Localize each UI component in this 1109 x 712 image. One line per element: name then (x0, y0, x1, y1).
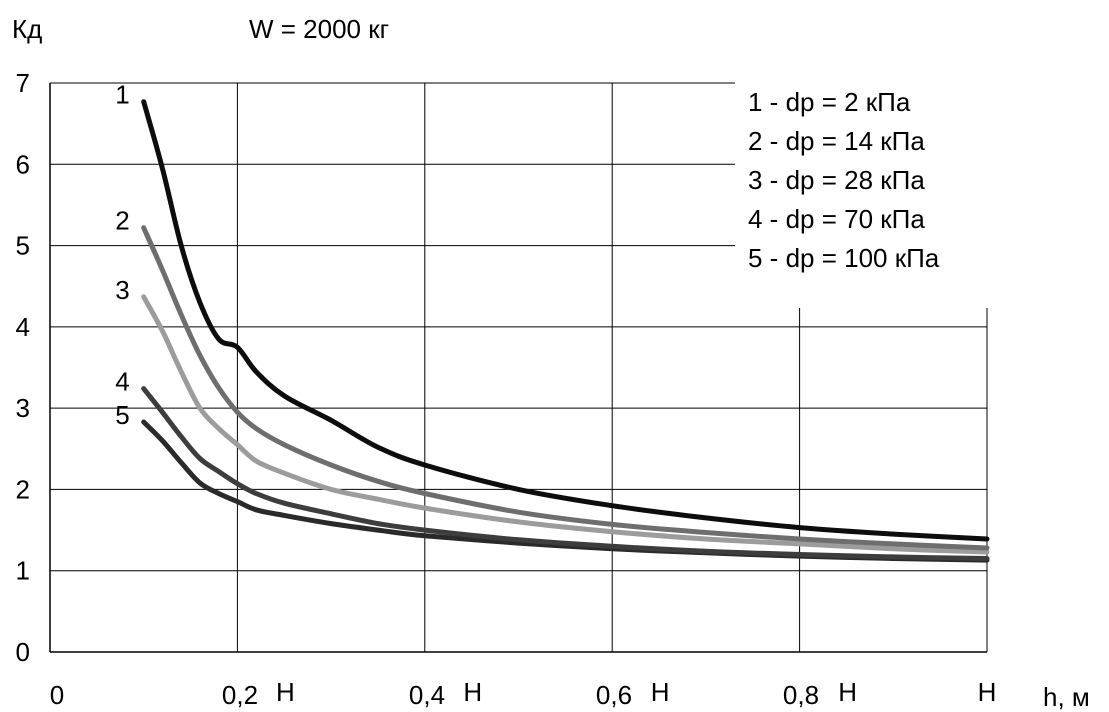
y-tick-label: 1 (16, 556, 30, 586)
x-mark-label: Н (978, 677, 997, 707)
x-axis-label: h, м (1043, 682, 1090, 712)
series-line-5 (141, 419, 990, 563)
y-tick-label: 2 (16, 474, 30, 504)
y-tick-label: 4 (16, 312, 30, 342)
y-axis-label: Кд (12, 14, 43, 44)
legend-entry: 2 - dp = 14 кПа (748, 126, 925, 156)
legend-box (735, 70, 997, 308)
x-mark-label: Н (651, 677, 670, 707)
series-label-3: 3 (115, 275, 129, 305)
legend-entry: 3 - dp = 28 кПа (748, 165, 925, 195)
x-tick-label: 0,6 (596, 680, 632, 710)
x-mark-label: Н (463, 677, 482, 707)
y-tick-label: 5 (16, 231, 30, 261)
chart-title: W = 2000 кг (249, 14, 390, 44)
series-line-2 (141, 225, 990, 551)
y-tick-label: 3 (16, 393, 30, 423)
series-line-4 (141, 386, 990, 561)
y-tick-label: 7 (16, 68, 30, 98)
x-tick-label: 0,4 (409, 680, 445, 710)
series-line-1 (141, 99, 990, 542)
series-label-2: 2 (115, 206, 129, 236)
legend-entry: 1 - dp = 2 кПа (748, 87, 911, 117)
y-tick-label: 0 (16, 637, 30, 667)
series-label-1: 1 (115, 80, 129, 110)
x-tick-label: 0,2 (222, 680, 258, 710)
x-mark-label: Н (838, 677, 857, 707)
x-tick-label: 0,8 (783, 680, 819, 710)
legend-entry: 5 - dp = 100 кПа (748, 243, 940, 273)
x-tick-label: 0 (50, 680, 64, 710)
series-label-4: 4 (115, 367, 129, 397)
y-tick-label: 6 (16, 149, 30, 179)
x-mark-label: Н (276, 677, 295, 707)
series-line-3 (141, 294, 990, 555)
legend-entry: 4 - dp = 70 кПа (748, 204, 925, 234)
series-label-5: 5 (115, 400, 129, 430)
